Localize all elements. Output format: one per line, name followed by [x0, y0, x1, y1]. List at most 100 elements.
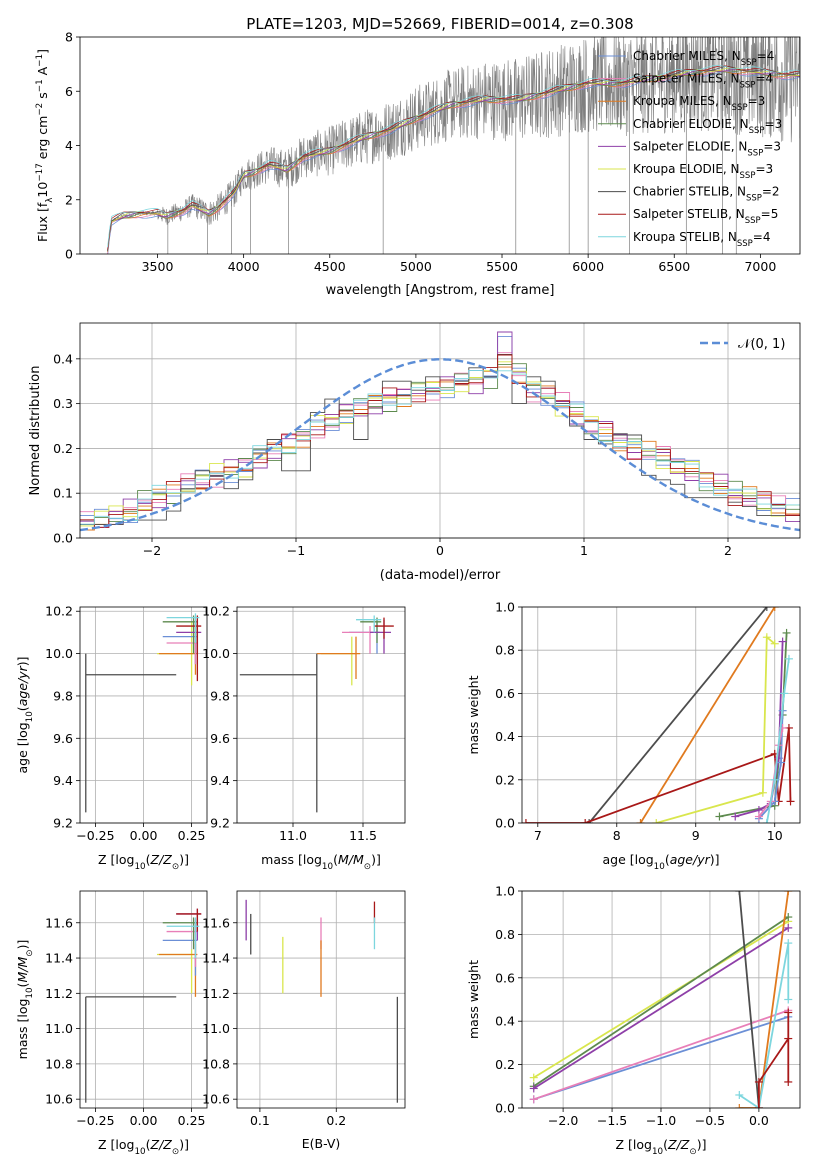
y-tick-label: 10.0	[202, 646, 230, 661]
mass-weight-line-6	[738, 891, 760, 1108]
x-tick-label: 9	[692, 828, 700, 843]
y-axis-label: mass weight	[466, 960, 481, 1039]
y-tick-label: 11.6	[202, 915, 230, 930]
mass-weight-line-6	[588, 607, 768, 823]
y-tick-label: 0.2	[495, 1057, 515, 1072]
y-tick-label: 0.0	[495, 1101, 515, 1116]
plot-frame	[236, 606, 406, 824]
legend-label: Chabrier ELODIE, NSSP=3	[633, 117, 782, 136]
y-tick-label: 1.0	[495, 884, 515, 899]
y-tick-label: 4	[65, 138, 73, 153]
y-tick-label: 10.6	[45, 1092, 73, 1107]
mass-weight-line-8	[765, 658, 790, 823]
y-axis-label: Flux [fλ10−17 erg cm−2 s−1 A−1]	[35, 49, 55, 242]
mass-weight-line-3	[533, 916, 789, 1088]
y-tick-label: 0.6	[495, 686, 515, 701]
plot-frame	[79, 322, 801, 539]
x-axis-label: Z [log10(Z/Z⊙)]	[616, 1137, 707, 1157]
y-tick-label: 0.2	[495, 772, 515, 787]
y-tick-label: 0.8	[495, 927, 515, 942]
residual-histogram-8	[80, 369, 800, 525]
x-tick-label: 0.1	[250, 1113, 270, 1128]
x-tick-label: −0.25	[76, 828, 114, 843]
y-tick-label: 9.6	[210, 731, 230, 746]
y-tick-label: 6	[65, 84, 73, 99]
x-tick-label: 5500	[486, 259, 518, 274]
mass-weight-line-1	[533, 1009, 789, 1101]
x-tick-label: 6000	[572, 259, 604, 274]
mass-weight-line-2	[639, 607, 776, 823]
panel-spectrum: 3500 4000 4500 5000 5500 6000 6500 7000 0 2 4 6 8 Cha…	[35, 30, 801, 298]
x-axis-label: Z [log10(Z/Z⊙)]	[98, 852, 189, 872]
y-tick-label: 10.2	[45, 604, 73, 619]
y-tick-label: 10.6	[202, 1092, 230, 1107]
legend-label: Chabrier STELIB, NSSP=2	[633, 185, 780, 204]
x-axis-label: mass [log10(M/M⊙)]	[261, 852, 381, 872]
x-axis-label: age [log10(age/yr)]	[602, 852, 719, 872]
y-tick-label: 2	[65, 192, 73, 207]
x-tick-label: 2	[724, 543, 732, 558]
mass-weight-line-2	[739, 891, 790, 1108]
x-tick-label: −2.0	[548, 1113, 578, 1128]
y-tick-label: 10.8	[45, 1056, 73, 1071]
plot-frame	[79, 606, 208, 824]
plot-frame	[79, 36, 801, 255]
y-tick-label: 0.3	[53, 396, 73, 411]
y-tick-label: 9.6	[53, 731, 73, 746]
y-tick-label: 9.4	[210, 773, 230, 788]
legend-label: Kroupa MILES, NSSP=3	[633, 94, 765, 113]
y-tick-label: 0.4	[495, 729, 515, 744]
x-tick-label: 4500	[314, 259, 346, 274]
x-tick-label: 11.5	[349, 828, 377, 843]
x-tick-label: 0.0	[749, 1113, 769, 1128]
model-spectrum-8	[107, 65, 800, 248]
gaussian-legend-label: 𝒩(0, 1)	[738, 337, 785, 352]
y-tick-label: 0.1	[53, 486, 73, 501]
y-axis-label: Normed distribution	[28, 366, 43, 496]
y-tick-label: 0.4	[495, 1014, 515, 1029]
y-tick-label: 9.8	[53, 688, 73, 703]
y-tick-label: 0.2	[53, 441, 73, 456]
legend-label: Kroupa ELODIE, NSSP=3	[633, 162, 773, 181]
mass-weight-line-0	[758, 710, 784, 820]
mass-weight-line-0	[533, 1016, 789, 1101]
gaussian-curve	[80, 358, 800, 532]
y-tick-label: 9.2	[210, 816, 230, 831]
y-tick-label: 0	[65, 247, 73, 262]
y-tick-label: 9.2	[53, 816, 73, 831]
y-tick-label: 0.4	[53, 351, 73, 366]
panel-mass-vs-ebv: 0.1 0.2 10.6 10.8 11.0 11.2 11.4 11.6 E(B-V)	[202, 890, 406, 1151]
x-axis-label: wavelength [Angstrom, rest frame]	[326, 283, 555, 298]
y-tick-label: 0.8	[495, 643, 515, 658]
panel-residuals: −2 −1 0 1 2 0.0 0.1 0.2 0.3 0.4 𝒩(0, 1) (data-model…	[28, 322, 801, 583]
x-tick-label: −1	[287, 543, 305, 558]
legend-label: Salpeter STELIB, NSSP=5	[633, 207, 778, 226]
panel-age-vs-metallicity: −0.25 0.00 0.25 9.2 9.4 9.6 9.8 10.0 10.2 Z [log1…	[15, 604, 208, 872]
y-tick-label: 0.0	[495, 816, 515, 831]
x-tick-label: −1.5	[597, 1113, 627, 1128]
residual-histogram-7	[80, 354, 800, 528]
x-tick-label: 6500	[658, 259, 690, 274]
mass-weight-line-5	[656, 635, 776, 823]
y-tick-label: 8	[65, 30, 73, 45]
x-tick-label: 0.25	[178, 828, 206, 843]
panels: 3500 4000 4500 5000 5500 6000 6500 7000 0 2 4 6 8 Cha…	[15, 30, 801, 1157]
y-tick-label: 11.2	[45, 986, 73, 1001]
x-tick-label: 7	[534, 828, 542, 843]
mass-weight-line-5	[533, 920, 789, 1079]
y-tick-label: 11.2	[202, 986, 230, 1001]
x-tick-label: 8	[613, 828, 621, 843]
x-tick-label: 0	[436, 543, 444, 558]
x-tick-label: −2	[143, 543, 161, 558]
x-tick-label: 5000	[400, 259, 432, 274]
x-tick-label: 1	[580, 543, 588, 558]
panel-massweight-vs-age: 7 8 9 10 0.0 0.2 0.4 0.6 0.8 1.0 age [log10(age/yr…	[466, 600, 801, 872]
panel-massweight-vs-metallicity: −2.0 −1.5 −1.0 −0.5 0.0 0.0 0.2 0.4 0.6 0.8 1.0 Z […	[466, 884, 801, 1157]
x-axis-label: E(B-V)	[302, 1136, 341, 1151]
x-tick-label: −1.0	[646, 1113, 676, 1128]
legend-label: Salpeter ELODIE, NSSP=3	[633, 139, 781, 158]
figure-title: PLATE=1203, MJD=52669, FIBERID=0014, z=0…	[246, 15, 633, 33]
y-tick-label: 0.0	[53, 531, 73, 546]
y-tick-label: 9.4	[53, 773, 73, 788]
x-tick-label: 11.0	[279, 828, 307, 843]
